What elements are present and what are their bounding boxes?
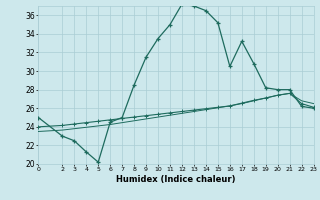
X-axis label: Humidex (Indice chaleur): Humidex (Indice chaleur) bbox=[116, 175, 236, 184]
